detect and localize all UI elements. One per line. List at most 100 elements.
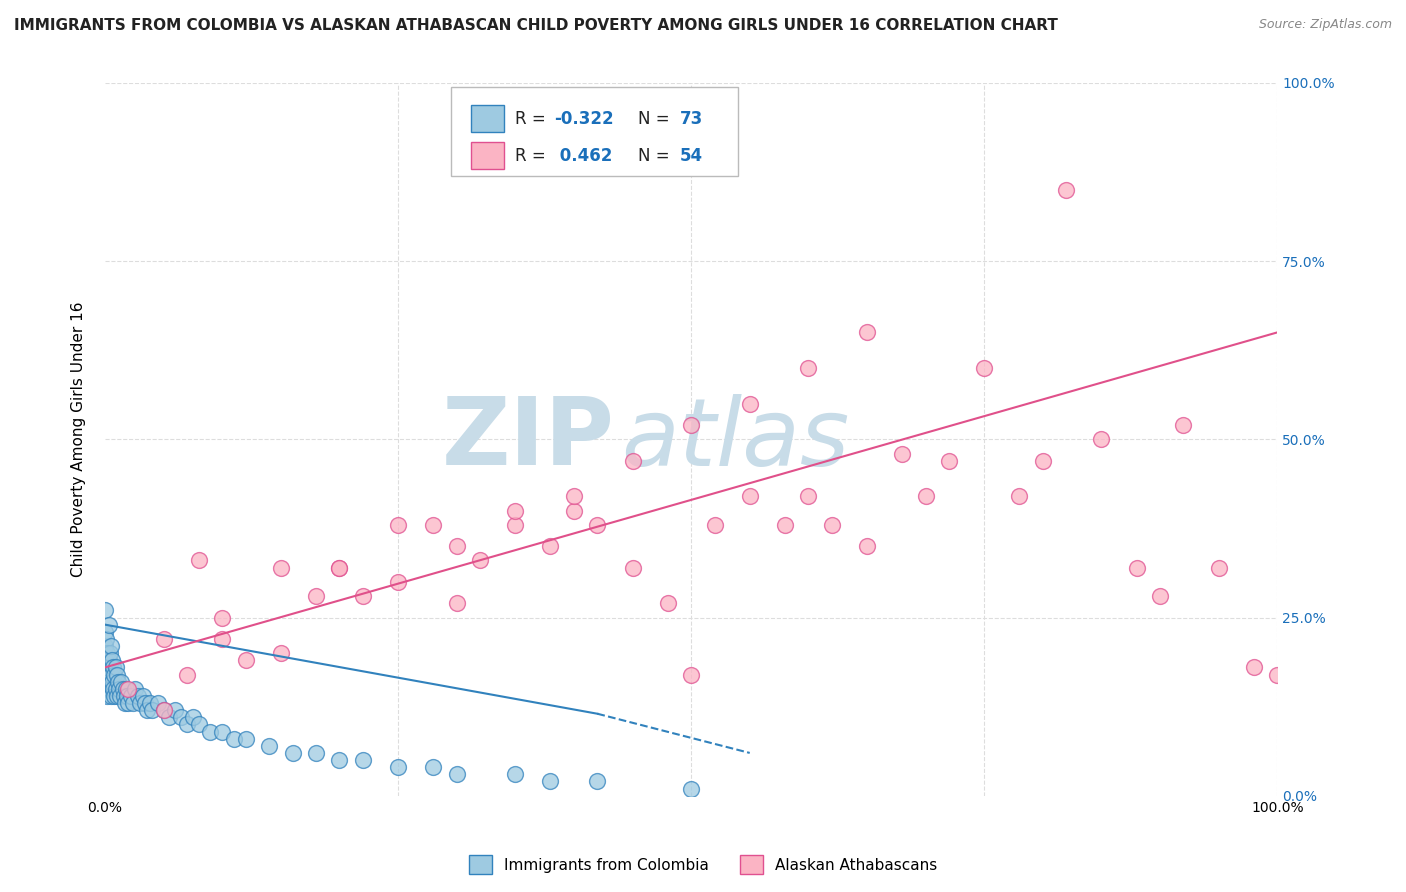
Point bbox=[891, 446, 914, 460]
Text: ZIP: ZIP bbox=[441, 393, 614, 485]
Point bbox=[1243, 660, 1265, 674]
Point bbox=[1032, 453, 1054, 467]
Point bbox=[94, 603, 117, 617]
Point bbox=[124, 681, 146, 696]
Point bbox=[562, 489, 585, 503]
Point bbox=[117, 689, 139, 703]
Text: 54: 54 bbox=[679, 146, 703, 165]
Point bbox=[134, 696, 156, 710]
Point bbox=[422, 760, 444, 774]
Text: 73: 73 bbox=[679, 110, 703, 128]
Point bbox=[1208, 560, 1230, 574]
Point bbox=[129, 696, 152, 710]
Point bbox=[103, 667, 125, 681]
Point bbox=[117, 681, 139, 696]
Text: IMMIGRANTS FROM COLOMBIA VS ALASKAN ATHABASCAN CHILD POVERTY AMONG GIRLS UNDER 1: IMMIGRANTS FROM COLOMBIA VS ALASKAN ATHA… bbox=[14, 18, 1057, 33]
Point bbox=[98, 681, 121, 696]
Point bbox=[446, 539, 468, 553]
Point bbox=[503, 503, 526, 517]
Point bbox=[222, 731, 245, 746]
Point bbox=[159, 710, 181, 724]
Point bbox=[681, 418, 703, 433]
Point bbox=[103, 660, 125, 674]
Point bbox=[446, 767, 468, 781]
Point bbox=[101, 674, 124, 689]
Point bbox=[96, 632, 118, 646]
Point bbox=[856, 539, 879, 553]
Point bbox=[1054, 183, 1077, 197]
Text: N =: N = bbox=[638, 110, 675, 128]
Text: atlas: atlas bbox=[621, 394, 849, 485]
Point bbox=[187, 553, 209, 567]
Point bbox=[100, 667, 122, 681]
Point bbox=[107, 674, 129, 689]
Point bbox=[100, 689, 122, 703]
FancyBboxPatch shape bbox=[471, 105, 503, 132]
Point bbox=[797, 489, 820, 503]
Point bbox=[914, 489, 936, 503]
Point bbox=[181, 710, 204, 724]
Point bbox=[270, 646, 292, 660]
Point bbox=[97, 617, 120, 632]
Point bbox=[146, 696, 169, 710]
Point bbox=[1008, 489, 1031, 503]
Point bbox=[127, 689, 149, 703]
Point bbox=[973, 361, 995, 376]
Point bbox=[111, 681, 134, 696]
Point bbox=[152, 632, 174, 646]
Point bbox=[96, 681, 118, 696]
Text: 0.462: 0.462 bbox=[554, 146, 613, 165]
Y-axis label: Child Poverty Among Girls Under 16: Child Poverty Among Girls Under 16 bbox=[72, 301, 86, 577]
Point bbox=[114, 696, 136, 710]
Point bbox=[94, 667, 117, 681]
Point bbox=[165, 703, 187, 717]
Point bbox=[96, 646, 118, 660]
Point bbox=[562, 503, 585, 517]
Text: -0.322: -0.322 bbox=[554, 110, 613, 128]
Point bbox=[328, 560, 350, 574]
Point bbox=[257, 739, 280, 753]
Point bbox=[112, 689, 135, 703]
Point bbox=[270, 560, 292, 574]
Point bbox=[176, 717, 198, 731]
Point bbox=[540, 774, 562, 789]
Point bbox=[94, 624, 117, 639]
Point bbox=[97, 653, 120, 667]
Point bbox=[170, 710, 193, 724]
Point bbox=[176, 667, 198, 681]
Point bbox=[211, 724, 233, 739]
Point bbox=[305, 589, 328, 603]
FancyBboxPatch shape bbox=[471, 142, 503, 169]
Point bbox=[1265, 667, 1288, 681]
Point bbox=[657, 596, 679, 610]
Point bbox=[773, 517, 796, 532]
Point bbox=[352, 753, 374, 767]
Point bbox=[98, 646, 121, 660]
Point bbox=[621, 560, 644, 574]
Point bbox=[103, 681, 125, 696]
Point bbox=[94, 639, 117, 653]
Point bbox=[586, 517, 609, 532]
Point bbox=[586, 774, 609, 789]
Point bbox=[152, 703, 174, 717]
Point bbox=[104, 660, 127, 674]
Point bbox=[738, 489, 761, 503]
Point bbox=[503, 517, 526, 532]
Point bbox=[96, 689, 118, 703]
Point bbox=[703, 517, 725, 532]
Point bbox=[105, 667, 128, 681]
Point bbox=[446, 596, 468, 610]
Point bbox=[122, 696, 145, 710]
Point bbox=[235, 731, 257, 746]
Text: N =: N = bbox=[638, 146, 675, 165]
Point bbox=[387, 517, 409, 532]
Point bbox=[540, 539, 562, 553]
Legend: Immigrants from Colombia, Alaskan Athabascans: Immigrants from Colombia, Alaskan Athaba… bbox=[463, 849, 943, 880]
Point bbox=[136, 703, 159, 717]
Point bbox=[938, 453, 960, 467]
Point bbox=[621, 453, 644, 467]
Point bbox=[117, 696, 139, 710]
Point bbox=[856, 326, 879, 340]
Point bbox=[103, 689, 125, 703]
Point bbox=[96, 660, 118, 674]
